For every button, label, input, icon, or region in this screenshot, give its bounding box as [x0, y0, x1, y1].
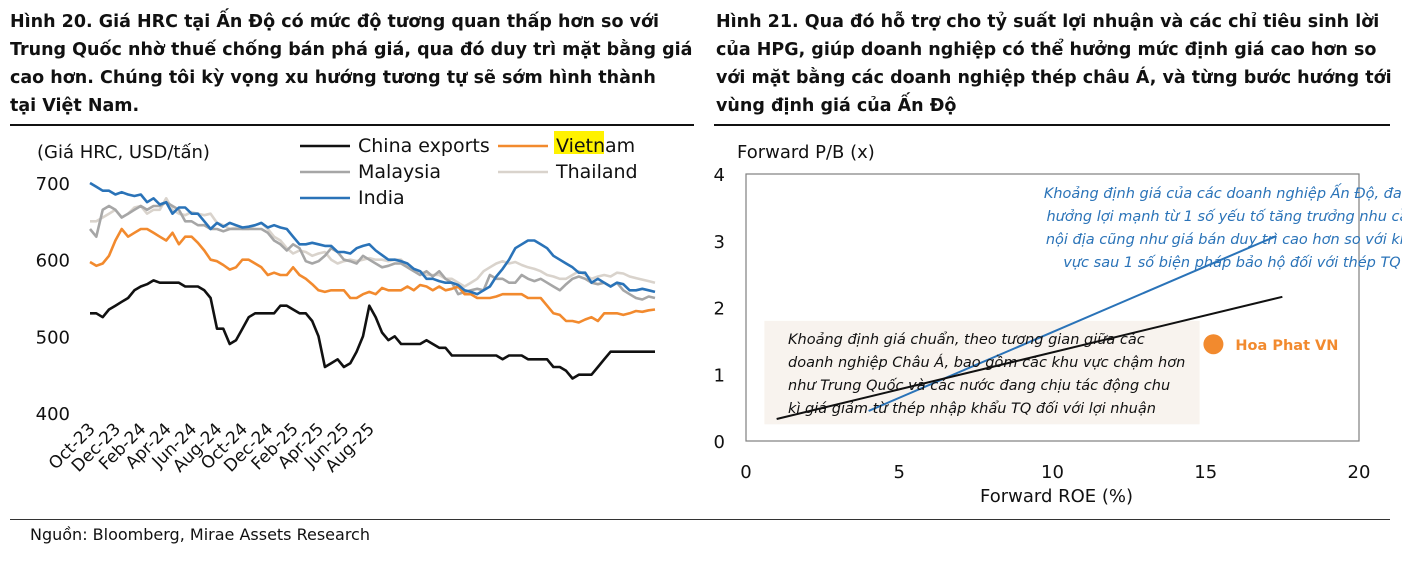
x-tick-label: 20 — [1348, 462, 1371, 483]
legend-highlight — [554, 131, 604, 154]
title-line: Hình 20. Giá HRC tại Ấn Độ có mức độ tươ… — [10, 12, 660, 32]
asia-note-line: doanh nghiệp Châu Á, bao gồm các khu vực… — [788, 354, 1185, 371]
x-tick-label: 5 — [894, 462, 905, 483]
india-note-line: nội địa cũng như giá bán duy trì cao hơn… — [1046, 232, 1402, 248]
y-tick-label: 600 — [36, 251, 70, 272]
y-tick-label: 2 — [714, 299, 725, 320]
y-tick-label: 0 — [714, 432, 725, 453]
plot-frame — [745, 173, 1360, 442]
asia-annotation-box — [764, 320, 1200, 425]
figure-21-title: Hình 21. Qua đó hỗ trợ cho tỷ suất lợi n… — [716, 8, 1396, 120]
pb-roe-chart: Forward P/B (x) Forward ROE (%) 0 1 2 3 4 0 5 10 1… — [714, 142, 1402, 507]
y-tick-label: 4 — [714, 165, 725, 186]
x-axis-label: Forward ROE (%) — [980, 486, 1133, 507]
asia-baseline-line — [776, 295, 1283, 420]
title-underline-right — [714, 124, 1390, 126]
series-line-china-exports — [90, 279, 655, 380]
legend-label: Vietnam — [556, 135, 635, 157]
legend-label: Malaysia — [358, 161, 441, 183]
india-valuation-line — [868, 235, 1277, 412]
title-line: Hình 21. Qua đó hỗ trợ cho tỷ suất lợi n… — [716, 12, 1380, 32]
source-note: Nguồn: Bloomberg, Mirae Assets Research — [30, 525, 370, 544]
title-line: Trung Quốc nhờ thuế chống bán phá giá, q… — [10, 40, 693, 60]
footer-rule — [10, 519, 1390, 520]
x-tick-label: 0 — [740, 462, 751, 483]
y-tick-label: 1 — [714, 365, 725, 386]
y-tick-label: 3 — [714, 232, 725, 253]
hoa-phat-point — [1203, 334, 1224, 355]
hoa-phat-label: Hoa Phat VN — [1235, 338, 1338, 354]
title-underline-left — [10, 124, 694, 126]
figure-20-title: Hình 20. Giá HRC tại Ấn Độ có mức độ tươ… — [10, 8, 693, 120]
asia-note-line: kì giá giảm từ thép nhập khẩu TQ đối với… — [788, 400, 1156, 417]
y-tick-label: 400 — [36, 404, 70, 425]
series-line-vietnam — [89, 227, 656, 324]
title-line: cao hơn. Chúng tôi kỳ vọng xu hướng tươn… — [10, 68, 656, 88]
title-line: với mặt bằng các doanh nghiệp thép châu … — [716, 68, 1392, 88]
legend-label: China exports — [358, 135, 490, 157]
title-line: tại Việt Nam. — [10, 96, 140, 116]
india-note-line: Khoảng định giá của các doanh nghiệp Ấn … — [1044, 183, 1402, 202]
series-line-malaysia — [88, 200, 656, 301]
india-note-line: vực sau 1 số biện pháp bảo hộ đối với th… — [1063, 254, 1400, 271]
series-line-india — [89, 181, 656, 296]
india-note-line: hưởng lợi mạnh từ 1 số yếu tố tăng trưởn… — [1046, 208, 1402, 225]
legend-label: India — [358, 187, 405, 209]
y-axis-label: (Giá HRC, USD/tấn) — [37, 142, 210, 163]
y-tick-label: 500 — [36, 327, 70, 348]
x-tick-label: 15 — [1194, 462, 1217, 483]
legend-label: Thailand — [555, 161, 638, 183]
asia-note-line: Khoảng định giá chuẩn, theo tương gian g… — [788, 331, 1145, 348]
asia-note-line: như Trung Quốc và các nước đang chịu tác… — [788, 377, 1170, 394]
y-tick-label: 700 — [36, 174, 70, 195]
hrc-price-chart: (Giá HRC, USD/tấn)400500600700Oct-23Dec-… — [36, 131, 656, 477]
y-axis-label: Forward P/B (x) — [737, 142, 875, 163]
title-line: của HPG, giúp doanh nghiệp có thể hưởng … — [716, 40, 1377, 60]
x-tick-label: 10 — [1041, 462, 1064, 483]
series-line-thailand — [90, 197, 656, 288]
title-line: vùng định giá của Ấn Độ — [716, 96, 957, 116]
